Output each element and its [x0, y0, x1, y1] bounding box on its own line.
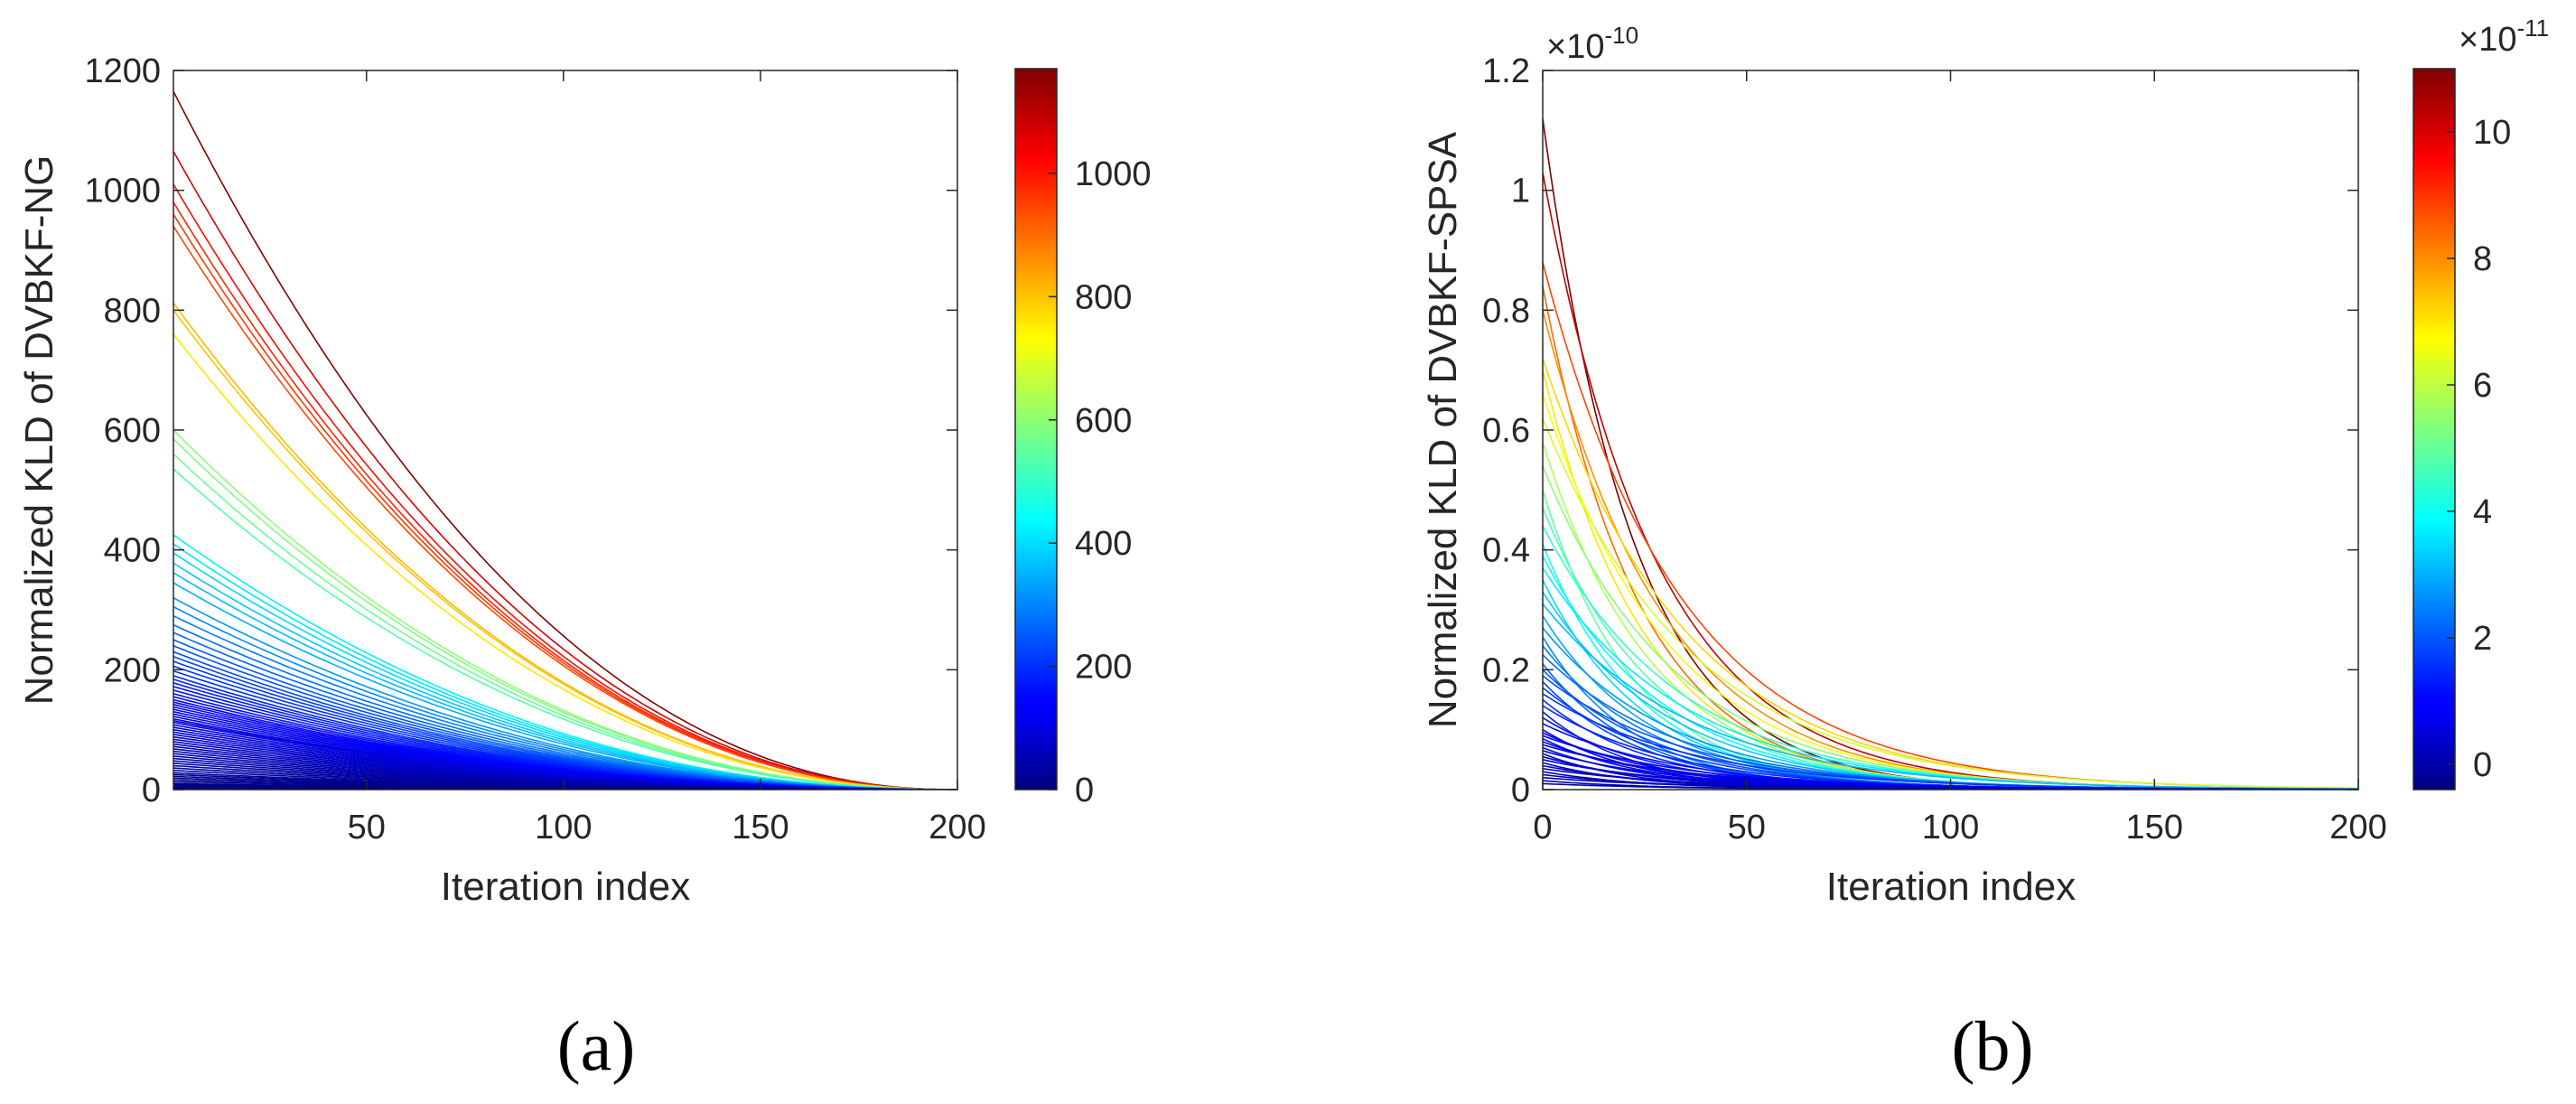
y-tick-label: 200: [104, 651, 161, 689]
x-tick-label: 100: [1922, 809, 1979, 847]
trajectory-line: [1543, 615, 2358, 790]
panel-a-chart: 0 200 400 600 800 1000 1200 50 100 150 200 Iterat…: [17, 52, 1152, 1085]
x-tick-label: 0: [1533, 809, 1552, 847]
panel-b-colorbar-exponent: ×10-11: [2459, 14, 2549, 59]
x-tick-label: 50: [1728, 809, 1766, 847]
colorbar-tick-label: 6: [2473, 367, 2492, 405]
x-tick-label: 200: [929, 809, 985, 847]
panel-b-x-axis-label: Iteration index: [1826, 865, 2076, 909]
trajectory-line: [1543, 172, 2358, 790]
panel-a-y-ticks: 0 200 400 600 800 1000 1200: [84, 52, 957, 809]
x-tick-label: 50: [348, 809, 386, 847]
panel-b-colorbar: [2413, 68, 2456, 791]
trajectory-line: [1543, 579, 2358, 790]
panel-b-caption: (b): [1952, 1006, 2034, 1085]
trajectory-line: [173, 90, 957, 790]
panel-a-colorbar-ticks: 0 200 400 600 800 1000: [1049, 155, 1152, 809]
colorbar-tick-label: 2: [2473, 620, 2492, 658]
panel-b-y-exponent-power: -10: [1604, 22, 1638, 49]
y-tick-label: 1000: [84, 173, 161, 211]
y-tick-label: 0.8: [1482, 292, 1530, 330]
trajectory-line: [1543, 285, 2358, 790]
trajectory-line: [1543, 262, 2358, 790]
trajectory-line: [1543, 543, 2358, 790]
panel-a-x-axis-label: Iteration index: [441, 865, 690, 909]
panel-b-colorbar-exponent-power: -11: [2516, 14, 2549, 42]
panel-b-y-axis-label: Normalized KLD of DVBKF-SPSA: [1421, 131, 1465, 728]
y-tick-label: 1.2: [1482, 52, 1530, 90]
x-tick-label: 100: [535, 809, 592, 847]
y-tick-label: 600: [104, 412, 161, 450]
x-tick-label: 150: [732, 809, 789, 847]
panel-b-x-ticks: 0 50 100 150 200: [1533, 70, 2387, 847]
y-tick-label: 400: [104, 532, 161, 570]
panel-b-chart: 00.20.40.60.811.2 0 50 100 150 200 ×10-10 It…: [1421, 14, 2549, 1085]
panel-a-y-axis-label: Normalized KLD of DVBKF-NG: [17, 155, 61, 706]
trajectory-line: [173, 333, 957, 790]
colorbar-tick-label: 600: [1075, 402, 1132, 440]
trajectory-line: [1543, 591, 2358, 790]
trajectory-line: [173, 226, 957, 790]
colorbar-tick-label: 4: [2473, 493, 2492, 531]
x-tick-label: 200: [2329, 809, 2386, 847]
y-tick-label: 0.4: [1482, 532, 1530, 570]
colorbar-tick-label: 400: [1075, 525, 1132, 563]
colorbar-tick-label: 1000: [1075, 155, 1152, 193]
y-tick-label: 800: [104, 292, 161, 330]
trajectory-line: [1543, 417, 2358, 790]
panel-b-y-exponent: ×10-10: [1546, 22, 1638, 66]
panel-a-caption: (a): [557, 1006, 636, 1085]
colorbar-tick-label: 0: [2473, 746, 2492, 784]
panel-a-curves: [173, 90, 957, 790]
trajectory-line: [1543, 645, 2358, 790]
trajectory-line: [173, 183, 957, 790]
colorbar-tick-label: 800: [1075, 278, 1132, 316]
panel-a-x-ticks: 50 100 150 200: [348, 70, 986, 847]
colorbar-tick-label: 200: [1075, 649, 1132, 687]
panel-b-y-exponent-base: ×10: [1546, 28, 1604, 66]
trajectory-line: [173, 453, 957, 790]
trajectory-line: [1543, 393, 2358, 790]
panel-b-y-ticks: 0 0.2 0.4 0.6 0.8 1 1.2: [1482, 52, 2358, 809]
x-tick-label: 150: [2126, 809, 2183, 847]
panel-b-colorbar-exponent-base: ×10: [2459, 21, 2516, 59]
panel-a-axes-box: [173, 70, 958, 791]
colorbar-tick-label: 8: [2473, 240, 2492, 278]
y-tick-label: 0: [1511, 772, 1530, 809]
trajectory-line: [1543, 117, 2358, 790]
colorbar-tick-label: 0: [1075, 772, 1094, 809]
trajectory-line: [1543, 603, 2358, 790]
panel-a-colorbar: [1014, 68, 1058, 791]
y-tick-label: 0.2: [1482, 651, 1530, 689]
trajectory-line: [1543, 310, 2358, 790]
y-tick-label: 1: [1511, 173, 1530, 211]
y-tick-label: 0.6: [1482, 412, 1530, 450]
panel-b-colorbar-ticks: 0 2 4 6 8 10: [2447, 114, 2511, 784]
panel-b-curves: [1543, 117, 2358, 790]
trajectory-line: [173, 468, 957, 790]
trajectory-line: [1543, 567, 2358, 790]
y-tick-label: 0: [142, 772, 161, 809]
y-tick-label: 1200: [84, 52, 161, 90]
trajectory-line: [173, 201, 957, 790]
colorbar-tick-label: 10: [2473, 114, 2511, 152]
